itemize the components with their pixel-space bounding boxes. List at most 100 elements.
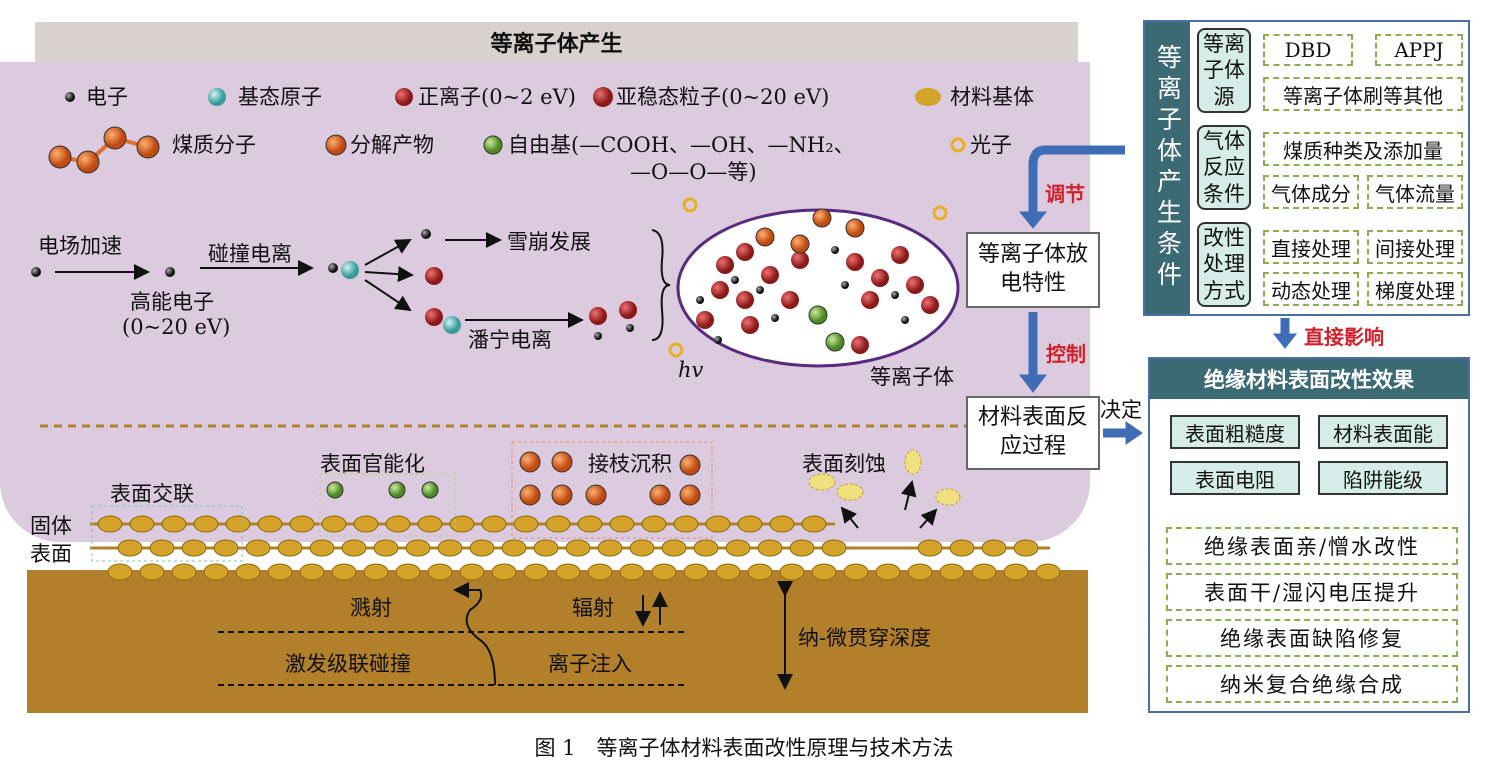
substrate-particle	[257, 515, 283, 533]
substrate-particle	[737, 515, 763, 533]
plasma-conditions-panel: 等离子体产生条件 等离子体源 DBD APPJ 等离子体刷等其他 气体反应条件 …	[1143, 20, 1470, 316]
substrate-particle	[1013, 539, 1039, 557]
figure-caption: 图 1 等离子体材料表面改性原理与技术方法	[534, 736, 954, 760]
label-grafting: 接枝沉积	[588, 452, 672, 476]
substrate-particle	[587, 563, 613, 581]
substrate-particle	[609, 515, 635, 533]
param-surface-resistance: 表面电阻	[1170, 461, 1300, 495]
param-surface-energy: 材料表面能	[1318, 415, 1448, 449]
label-plasma: 等离子体	[870, 365, 954, 389]
chip-gas-flow: 气体流量	[1367, 175, 1463, 209]
substrate-particle	[161, 515, 187, 533]
substrate-particle	[107, 563, 133, 581]
substrate-particle	[299, 563, 325, 581]
legend-substrate: 材料基体	[950, 85, 1034, 109]
chip-medium-type: 煤质种类及添加量	[1263, 132, 1463, 166]
legend-ground-atom: 基态原子	[238, 85, 322, 109]
radical-icon	[483, 135, 503, 155]
substrate-particle	[459, 563, 485, 581]
substrate-particle	[971, 563, 997, 581]
substrate-particle	[1003, 563, 1029, 581]
substrate-particle	[225, 515, 251, 533]
substrate-particle	[641, 515, 667, 533]
chip-indirect: 间接处理	[1367, 230, 1463, 264]
substrate-particle	[437, 539, 463, 557]
substrate-particle	[747, 563, 773, 581]
conditions-title: 等离子体产生条件	[1145, 22, 1190, 314]
label-field-accel: 电场加速	[38, 234, 122, 258]
label-sputtering: 溅射	[350, 596, 392, 620]
chip-dbd: DBD	[1263, 34, 1353, 66]
substrate-particle	[917, 539, 943, 557]
substrate-particle	[405, 539, 431, 557]
substrate-particle	[779, 563, 805, 581]
substrate-particle	[417, 515, 443, 533]
substrate-particle	[193, 515, 219, 533]
label-energy-range: (0~20 eV)	[122, 315, 231, 339]
label-control: 控制	[1046, 342, 1086, 366]
substrate-particle	[373, 539, 399, 557]
photon-icon	[950, 137, 966, 153]
substrate-particle	[213, 539, 239, 557]
chip-gradient: 梯度处理	[1367, 272, 1463, 306]
plasma-particles	[696, 208, 939, 354]
legend-photon: 光子	[970, 133, 1012, 157]
substrate-particle	[843, 563, 869, 581]
substrate-particle	[875, 563, 901, 581]
result-nanocomposite: 纳米复合绝缘合成	[1166, 665, 1458, 703]
substrate-particle	[427, 563, 453, 581]
substrate-particle	[309, 539, 335, 557]
chip-gas-composition: 气体成分	[1263, 175, 1359, 209]
substrate-particle	[811, 563, 837, 581]
substrate-particle	[149, 539, 175, 557]
substrate-particle	[981, 539, 1007, 557]
legend-positive-ion: 正离子(0~2 eV)	[418, 85, 576, 109]
substrate-particle	[939, 563, 965, 581]
substrate-particle	[289, 515, 315, 533]
substrate-particle	[725, 539, 751, 557]
decomposition-product-icon	[325, 134, 347, 156]
substrate-particle	[321, 515, 347, 533]
substrate-particle	[245, 539, 271, 557]
substrate-particle	[363, 563, 389, 581]
metastable-icon	[593, 87, 613, 107]
substrate-particle	[565, 539, 591, 557]
category-plasma-source: 等离子体源	[1197, 28, 1251, 113]
substrate-particle	[577, 515, 603, 533]
substrate-particle	[513, 515, 539, 533]
substrate-particle	[117, 539, 143, 557]
chip-plasma-brush: 等离子体刷等其他	[1263, 77, 1463, 111]
param-roughness: 表面粗糙度	[1170, 415, 1300, 449]
label-hv: hv	[678, 358, 704, 382]
substrate-particle	[341, 539, 367, 557]
substrate-particle	[555, 563, 581, 581]
substrate-particle	[203, 563, 229, 581]
substrate-particle	[619, 563, 645, 581]
result-hydrophobicity: 绝缘表面亲/憎水改性	[1166, 527, 1458, 565]
result-flashover: 表面干/湿闪电压提升	[1166, 573, 1458, 611]
label-cascade: 激发级联碰撞	[285, 652, 411, 676]
plasma-generation-header: 等离子体产生	[35, 22, 1078, 62]
label-solid-2: 表面	[30, 542, 72, 566]
substrate-particle	[449, 515, 475, 533]
substrate-particle	[523, 563, 549, 581]
substrate-particle	[501, 539, 527, 557]
label-determine: 决定	[1100, 398, 1142, 422]
substrate-particle	[789, 539, 815, 557]
label-functionalization: 表面官能化	[320, 452, 425, 476]
label-regulate: 调节	[1045, 182, 1085, 206]
legend-medium-molecule: 煤质分子	[172, 133, 256, 157]
substrate-particle	[949, 539, 975, 557]
substrate-particle	[821, 539, 847, 557]
substrate-particle	[1035, 563, 1061, 581]
label-implantation: 离子注入	[548, 652, 632, 676]
substrate-particle	[491, 563, 517, 581]
label-etching: 表面刻蚀	[802, 452, 886, 476]
substrate-particle	[331, 563, 357, 581]
substrate-particle	[353, 515, 379, 533]
label-high-energy-electron: 高能电子	[130, 290, 214, 314]
label-crosslink: 表面交联	[110, 482, 194, 506]
substrate-particle	[395, 563, 421, 581]
substrate-particle	[139, 563, 165, 581]
category-gas-conditions: 气体反应条件	[1197, 125, 1251, 210]
